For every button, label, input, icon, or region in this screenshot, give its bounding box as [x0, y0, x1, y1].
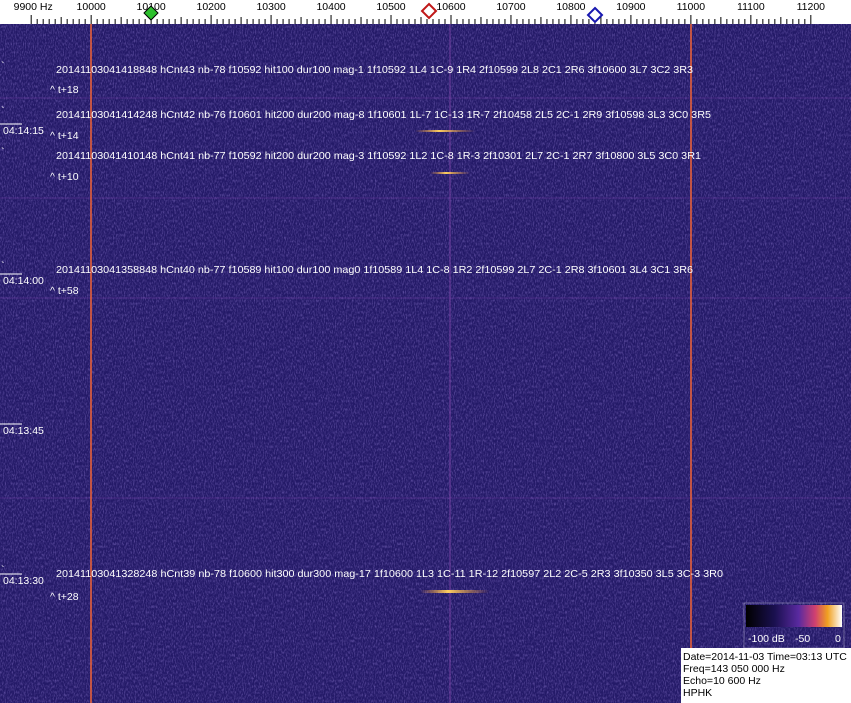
detection-offset: ^ t+10 [50, 171, 79, 183]
colorbar [746, 605, 842, 627]
detection-offset: ^ t+14 [50, 130, 79, 142]
marker-red [420, 2, 438, 20]
marker-blue [586, 6, 604, 24]
tick-label: 10200 [196, 1, 225, 13]
tick-label: 10500 [376, 1, 405, 13]
detection-offset: ^ t+28 [50, 591, 79, 603]
info-line: Date=2014-11-03 Time=03:13 UTC [683, 651, 847, 663]
detection-text: 20141103041358848 hCnt40 nb-77 f10589 hi… [56, 264, 693, 276]
horizontal-streaks [0, 97, 851, 499]
echo [415, 130, 475, 132]
tick-label: 11200 [797, 1, 826, 13]
info-line: Freq=143 050 000 Hz [683, 663, 785, 675]
marker-green [143, 5, 159, 21]
tick: ` [1, 60, 5, 72]
tick-label: 10400 [316, 1, 345, 13]
frequency-axis: 9900 Hz100001010010200103001040010500106… [14, 1, 826, 24]
colorbar-label: -100 dB [748, 633, 785, 645]
tick-label: 10300 [256, 1, 285, 13]
info-line: HPHK [683, 687, 712, 699]
detection-text: 20141103041410148 hCnt41 nb-77 f10592 hi… [56, 150, 701, 162]
tick-label: 9900 Hz [14, 1, 53, 13]
time-label: 04:14:15 [3, 125, 44, 137]
detection-text: 20141103041414248 hCnt42 nb-76 f10601 hi… [56, 109, 711, 121]
time-label: 04:13:30 [3, 575, 44, 587]
echo [420, 590, 490, 593]
tick-label: 10800 [556, 1, 585, 13]
tick-label: 10000 [77, 1, 106, 13]
detection-text: 20141103041328248 hCnt39 nb-78 f10600 hi… [56, 568, 723, 580]
time-label: 04:14:00 [3, 275, 44, 287]
tick: ` [1, 146, 5, 158]
echo [430, 172, 470, 174]
tick-label: 10900 [616, 1, 645, 13]
tick-label: 10700 [496, 1, 525, 13]
colorbar-label: -50 [795, 633, 810, 645]
tick: ` [1, 105, 5, 117]
tick-label: 11000 [677, 1, 706, 13]
tick: ` [1, 260, 5, 272]
detection-offset: ^ t+58 [50, 285, 79, 297]
annotations: 20141103041418848 hCnt43 nb-78 f10592 hi… [0, 60, 841, 645]
tick: ` [1, 564, 5, 576]
noise [0, 24, 851, 703]
info-line: Echo=10 600 Hz [683, 675, 761, 687]
detection-offset: ^ t+18 [50, 84, 79, 96]
colorbar-label: 0 [835, 633, 841, 645]
time-label: 04:13:45 [3, 425, 44, 437]
info-box [681, 648, 851, 703]
detection-text: 20141103041418848 hCnt43 nb-78 f10592 hi… [56, 64, 693, 76]
tick-label: 10600 [436, 1, 465, 13]
tick-label: 11100 [737, 1, 765, 13]
